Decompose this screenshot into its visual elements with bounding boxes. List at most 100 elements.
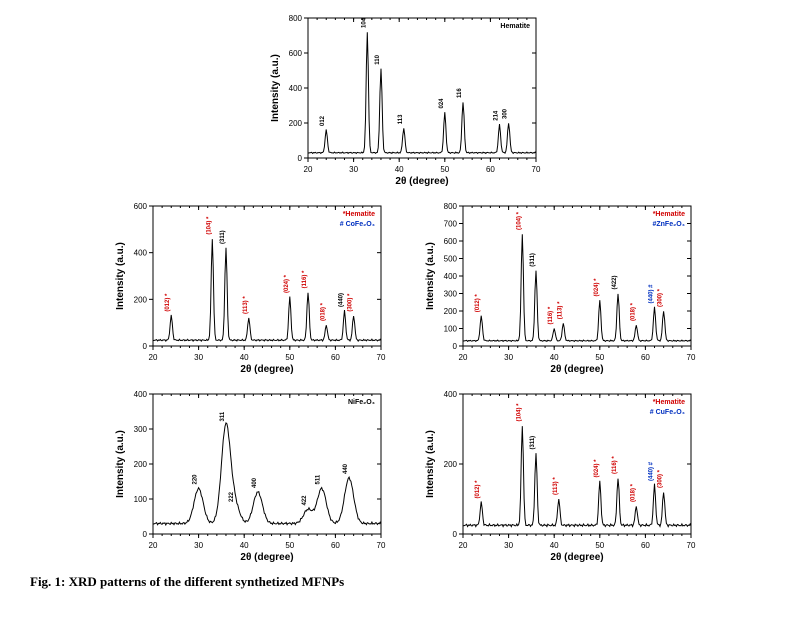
svg-text:Intensity (a.u.): Intensity (a.u.) — [115, 242, 126, 310]
svg-text:50: 50 — [285, 541, 294, 550]
svg-text:(440) #: (440) # — [649, 461, 655, 481]
svg-text:Intensity (a.u.): Intensity (a.u.) — [115, 430, 126, 498]
svg-text:30: 30 — [504, 353, 513, 362]
figure-container: 20304050607002004006008002θ (degree)Inte… — [0, 0, 812, 598]
svg-text:0: 0 — [143, 530, 148, 539]
chart-row-3: 20 30 40 50 60 70 0 100 200 300 400 2θ (degree) Inte… — [20, 384, 792, 564]
svg-text:60: 60 — [486, 165, 495, 174]
svg-text:(440): (440) — [339, 293, 345, 307]
svg-text:(113) *: (113) * — [557, 301, 563, 319]
svg-text:012: 012 — [320, 115, 326, 126]
svg-text:(116) *: (116) * — [302, 270, 308, 288]
svg-text:*Hematite: *Hematite — [653, 399, 685, 406]
svg-text:(012) *: (012) * — [475, 294, 481, 313]
svg-text:222: 222 — [229, 491, 235, 502]
svg-text:(422): (422) — [612, 275, 618, 289]
svg-text:400: 400 — [444, 272, 458, 281]
svg-text:(024) *: (024) * — [594, 278, 600, 297]
svg-text:60: 60 — [641, 541, 650, 550]
svg-text:0: 0 — [143, 342, 148, 351]
svg-text:70: 70 — [532, 165, 541, 174]
svg-text:70: 70 — [377, 353, 386, 362]
svg-text:200: 200 — [134, 295, 148, 304]
svg-text:(113) *: (113) * — [553, 477, 559, 495]
svg-text:(116) *: (116) * — [612, 456, 618, 474]
svg-text:20: 20 — [149, 353, 158, 362]
svg-text:(104) *: (104) * — [516, 211, 522, 230]
svg-text:400: 400 — [252, 477, 258, 488]
svg-text:70: 70 — [687, 353, 696, 362]
svg-text:(012) *: (012) * — [475, 480, 481, 499]
svg-text:30: 30 — [194, 353, 203, 362]
svg-text:2θ (degree): 2θ (degree) — [395, 176, 448, 187]
svg-text:Hematite: Hematite — [500, 23, 530, 30]
svg-text:# CuFe₂O₄: # CuFe₂O₄ — [650, 409, 685, 416]
svg-text:*Hematite: *Hematite — [343, 211, 375, 218]
svg-text:(104) *: (104) * — [516, 403, 522, 422]
svg-text:300: 300 — [503, 108, 509, 119]
svg-text:100: 100 — [444, 325, 458, 334]
svg-text:60: 60 — [331, 541, 340, 550]
svg-text:(300) *: (300) * — [658, 469, 664, 488]
svg-text:70: 70 — [377, 541, 386, 550]
chart-nife2o4: 20304050607001002003004002θ (degree)Inte… — [111, 384, 391, 564]
svg-text:113: 113 — [398, 114, 404, 124]
svg-text:#ZnFe₂O₄: #ZnFe₂O₄ — [652, 221, 685, 228]
svg-text:Intensity (a.u.): Intensity (a.u.) — [270, 54, 281, 122]
chart-row-1: 20304050607002004006008002θ (degree)Inte… — [20, 8, 792, 188]
svg-text:200: 200 — [444, 307, 458, 316]
svg-text:2θ (degree): 2θ (degree) — [240, 364, 293, 375]
figure-caption: Fig. 1: XRD patterns of the different sy… — [20, 574, 792, 590]
svg-text:Intensity (a.u.): Intensity (a.u.) — [425, 430, 436, 498]
svg-text:0: 0 — [453, 342, 458, 351]
svg-text:(024) *: (024) * — [284, 274, 290, 293]
svg-text:20: 20 — [459, 353, 468, 362]
svg-text:*Hematite: *Hematite — [653, 211, 685, 218]
svg-text:200: 200 — [134, 460, 148, 469]
svg-text:20: 20 — [304, 165, 313, 174]
svg-text:50: 50 — [440, 165, 449, 174]
svg-text:500: 500 — [444, 255, 458, 264]
svg-text:104: 104 — [361, 17, 367, 28]
svg-text:(311): (311) — [530, 253, 536, 267]
svg-text:(116) *: (116) * — [548, 306, 554, 324]
svg-text:200: 200 — [444, 460, 458, 469]
svg-text:(300) *: (300) * — [658, 288, 664, 307]
svg-text:40: 40 — [240, 353, 249, 362]
svg-text:(018) *: (018) * — [630, 302, 636, 321]
svg-text:(300) *: (300) * — [348, 293, 354, 312]
svg-text:220: 220 — [193, 474, 199, 485]
svg-text:(104) *: (104) * — [206, 216, 212, 235]
svg-text:40: 40 — [550, 541, 559, 550]
svg-text:600: 600 — [289, 49, 303, 58]
svg-text:400: 400 — [134, 249, 148, 258]
svg-text:40: 40 — [550, 353, 559, 362]
svg-text:40: 40 — [395, 165, 404, 174]
svg-text:(012) *: (012) * — [165, 293, 171, 312]
svg-text:20: 20 — [149, 541, 158, 550]
svg-text:400: 400 — [134, 390, 148, 399]
svg-text:300: 300 — [134, 425, 148, 434]
svg-text:50: 50 — [595, 353, 604, 362]
svg-text:2θ (degree): 2θ (degree) — [240, 552, 293, 563]
svg-text:20: 20 — [459, 541, 468, 550]
svg-text:(113) *: (113) * — [243, 296, 249, 314]
svg-text:400: 400 — [289, 84, 303, 93]
svg-text:800: 800 — [444, 202, 458, 211]
svg-text:2θ (degree): 2θ (degree) — [550, 552, 603, 563]
chart-hematite: 20304050607002004006008002θ (degree)Inte… — [266, 8, 546, 188]
svg-text:200: 200 — [289, 119, 303, 128]
svg-text:400: 400 — [444, 390, 458, 399]
svg-text:NiFe₂O₄: NiFe₂O₄ — [348, 399, 375, 406]
svg-text:600: 600 — [444, 237, 458, 246]
svg-text:60: 60 — [641, 353, 650, 362]
svg-text:(440) #: (440) # — [649, 284, 655, 304]
svg-text:024: 024 — [439, 98, 445, 109]
svg-text:(311): (311) — [220, 230, 226, 244]
svg-text:50: 50 — [285, 353, 294, 362]
chart-row-2: 20304050607002004006002θ (degree)Intensi… — [20, 196, 792, 376]
svg-text:100: 100 — [134, 495, 148, 504]
svg-text:30: 30 — [349, 165, 358, 174]
svg-text:30: 30 — [194, 541, 203, 550]
svg-text:(018) *: (018) * — [630, 483, 636, 502]
